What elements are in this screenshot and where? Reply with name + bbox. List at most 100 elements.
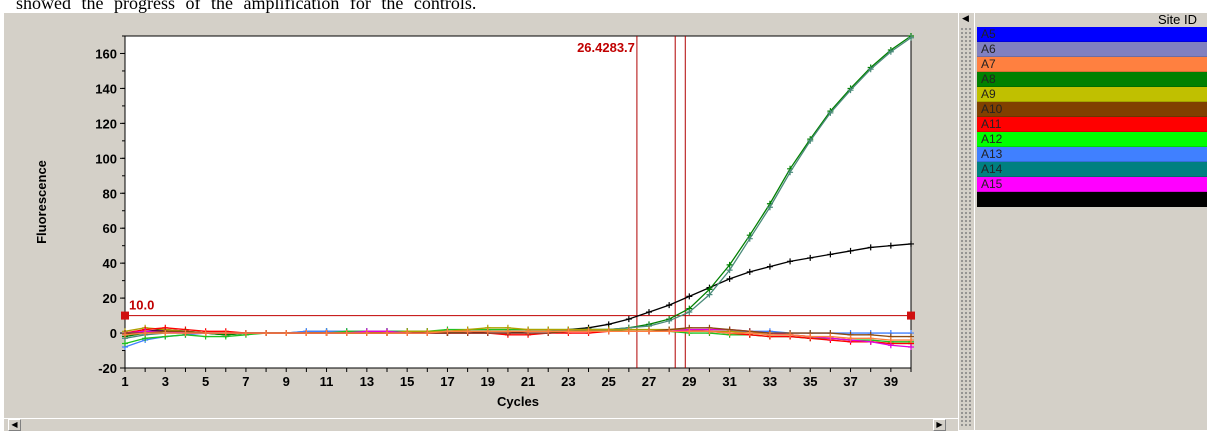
- ct-marker-label: 26.4283.7: [577, 40, 635, 55]
- data-point: [726, 261, 733, 268]
- data-point: [867, 244, 874, 251]
- collapse-arrow-icon[interactable]: ◀: [962, 13, 969, 23]
- x-tick-label: 21: [521, 374, 535, 389]
- x-tick-label: 25: [601, 374, 615, 389]
- data-point: [746, 330, 753, 337]
- x-tick-label: 11: [320, 374, 334, 389]
- legend-item[interactable]: A9: [977, 87, 1207, 102]
- data-point: [525, 328, 532, 335]
- data-point: [908, 344, 914, 351]
- y-tick-label: 120: [95, 116, 117, 131]
- amplification-chart: Fluorescence Cycles -20 0 20 40 60 80 100 120 140 1…: [34, 33, 915, 409]
- legend-item[interactable]: A13: [977, 147, 1207, 162]
- y-tick-label: 160: [95, 46, 117, 61]
- legend-item[interactable]: A6: [977, 42, 1207, 57]
- data-point: [726, 330, 733, 337]
- scroll-right-arrow-icon[interactable]: ▶: [933, 419, 946, 431]
- x-tick-label: 15: [400, 374, 414, 389]
- legend-item[interactable]: A12: [977, 132, 1207, 147]
- data-point: [847, 247, 854, 254]
- data-point: [686, 293, 693, 300]
- data-point: [464, 328, 471, 335]
- data-point: [847, 335, 854, 342]
- panel-splitter[interactable]: ◀: [958, 13, 974, 430]
- data-point: [706, 291, 713, 298]
- data-point: [867, 335, 874, 342]
- x-tick-label: 37: [843, 374, 857, 389]
- data-point: [162, 330, 169, 337]
- legend-item[interactable]: A5: [977, 27, 1207, 42]
- legend-item[interactable]: [977, 192, 1207, 207]
- x-tick-label: 1: [121, 374, 128, 389]
- data-point: [444, 328, 451, 335]
- data-point: [605, 321, 612, 328]
- series-line: [124, 330, 911, 341]
- data-point: [887, 342, 894, 349]
- data-point: [746, 268, 753, 275]
- data-point: [323, 330, 330, 337]
- data-point: [142, 330, 149, 337]
- x-tick-label: 23: [561, 374, 575, 389]
- data-point: [746, 235, 753, 242]
- data-point: [343, 330, 350, 337]
- x-tick-label: 7: [242, 374, 249, 389]
- y-tick-label: 0: [110, 326, 117, 341]
- y-axis-label: Fluorescence: [34, 160, 49, 244]
- horizontal-scrollbar[interactable]: ◀ ▶: [4, 418, 958, 431]
- y-tick-label: 100: [95, 151, 117, 166]
- data-point: [887, 337, 894, 344]
- data-point: [263, 330, 270, 337]
- legend-item[interactable]: A15: [977, 177, 1207, 192]
- data-point: [666, 328, 673, 335]
- data-point: [807, 137, 814, 144]
- data-point: [766, 263, 773, 270]
- data-point: [404, 330, 411, 337]
- data-point: [565, 328, 572, 335]
- x-tick-label: 39: [884, 374, 898, 389]
- legend-item[interactable]: A8: [977, 72, 1207, 87]
- y-tick-label: 60: [103, 221, 117, 236]
- plot-panel: Fluorescence Cycles -20 0 20 40 60 80 100 120 140 1…: [4, 13, 958, 418]
- data-point: [384, 330, 390, 337]
- legend-item[interactable]: A14: [977, 162, 1207, 177]
- data-point: [827, 333, 834, 340]
- data-point: [908, 34, 914, 41]
- data-point: [646, 328, 652, 335]
- data-point: [807, 333, 814, 340]
- legend-item[interactable]: A7: [977, 57, 1207, 72]
- data-point: [867, 66, 874, 73]
- data-point: [686, 328, 693, 335]
- splitter-grip[interactable]: [960, 27, 973, 427]
- data-point: [766, 204, 773, 211]
- data-point: [283, 330, 290, 337]
- x-tick-label: 33: [763, 374, 777, 389]
- scroll-left-arrow-icon[interactable]: ◀: [8, 419, 21, 431]
- data-point: [363, 330, 370, 337]
- y-tick-label: 20: [103, 291, 117, 306]
- data-point: [908, 240, 914, 247]
- data-point: [122, 331, 128, 338]
- y-tick-label: 40: [103, 256, 117, 271]
- series-group: [122, 328, 914, 344]
- y-tick-label: -20: [98, 361, 117, 376]
- data-point: [706, 328, 713, 335]
- data-point: [222, 330, 229, 337]
- data-point: [686, 309, 693, 316]
- data-point: [605, 328, 612, 335]
- data-point: [666, 302, 673, 309]
- legend-panel: Site ID A5 A6 A7 A8 A9 A10 A11 A12 A13 A14 A15: [975, 13, 1207, 430]
- threshold-handle-right: [907, 311, 915, 320]
- x-tick-label: 9: [283, 374, 290, 389]
- y-tick-label: 80: [103, 186, 117, 201]
- legend-item[interactable]: A11: [977, 117, 1207, 132]
- data-point: [908, 337, 914, 344]
- x-tick-label: 29: [682, 374, 696, 389]
- data-point: [625, 316, 632, 323]
- data-point: [242, 330, 249, 337]
- legend-item[interactable]: A10: [977, 102, 1207, 117]
- data-point: [666, 317, 673, 324]
- data-point: [303, 330, 310, 337]
- x-axis-label: Cycles: [497, 394, 539, 409]
- x-tick-label: 17: [440, 374, 454, 389]
- data-point: [847, 87, 854, 94]
